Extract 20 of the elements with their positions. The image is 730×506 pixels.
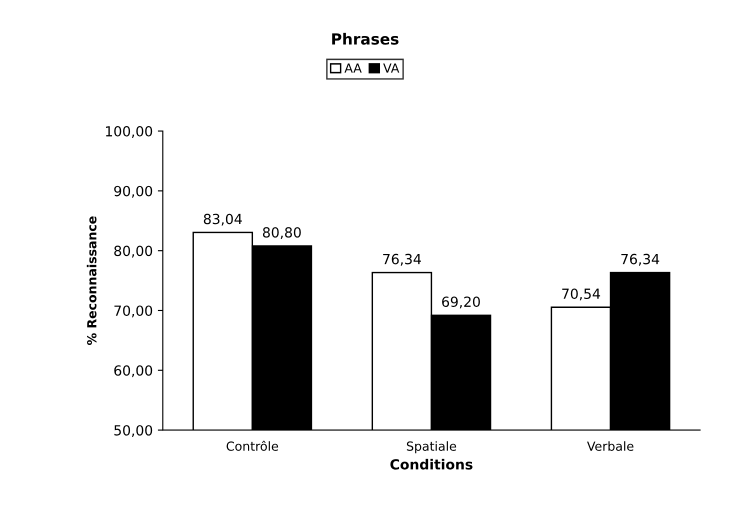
data-label: 83,04 xyxy=(204,214,242,226)
y-tick-label: 50,00 xyxy=(114,425,152,437)
x-axis-title: Conditions xyxy=(390,458,472,470)
x-tick-label: Contrôle xyxy=(226,440,278,451)
chart-title: Phrases xyxy=(332,32,399,45)
y-tick-label: 90,00 xyxy=(114,186,152,198)
y-tick-label: 70,00 xyxy=(114,305,152,318)
y-tick-label: 100,00 xyxy=(106,126,152,138)
x-tick-label: Verbale xyxy=(587,441,634,451)
data-label: 69,20 xyxy=(442,296,480,308)
legend-label: VA xyxy=(383,64,400,73)
y-axis-title: % Reconnaissance xyxy=(86,216,96,345)
data-label: 80,80 xyxy=(262,227,301,240)
data-label: 70,54 xyxy=(562,288,600,300)
data-label: 76,34 xyxy=(383,254,421,266)
data-label: 76,34 xyxy=(621,254,660,266)
y-tick-label: 60,00 xyxy=(114,365,152,378)
x-tick-label: Spatiale xyxy=(406,441,456,454)
legend-label: AA xyxy=(344,64,362,73)
y-tick-label: 80,00 xyxy=(114,246,152,258)
